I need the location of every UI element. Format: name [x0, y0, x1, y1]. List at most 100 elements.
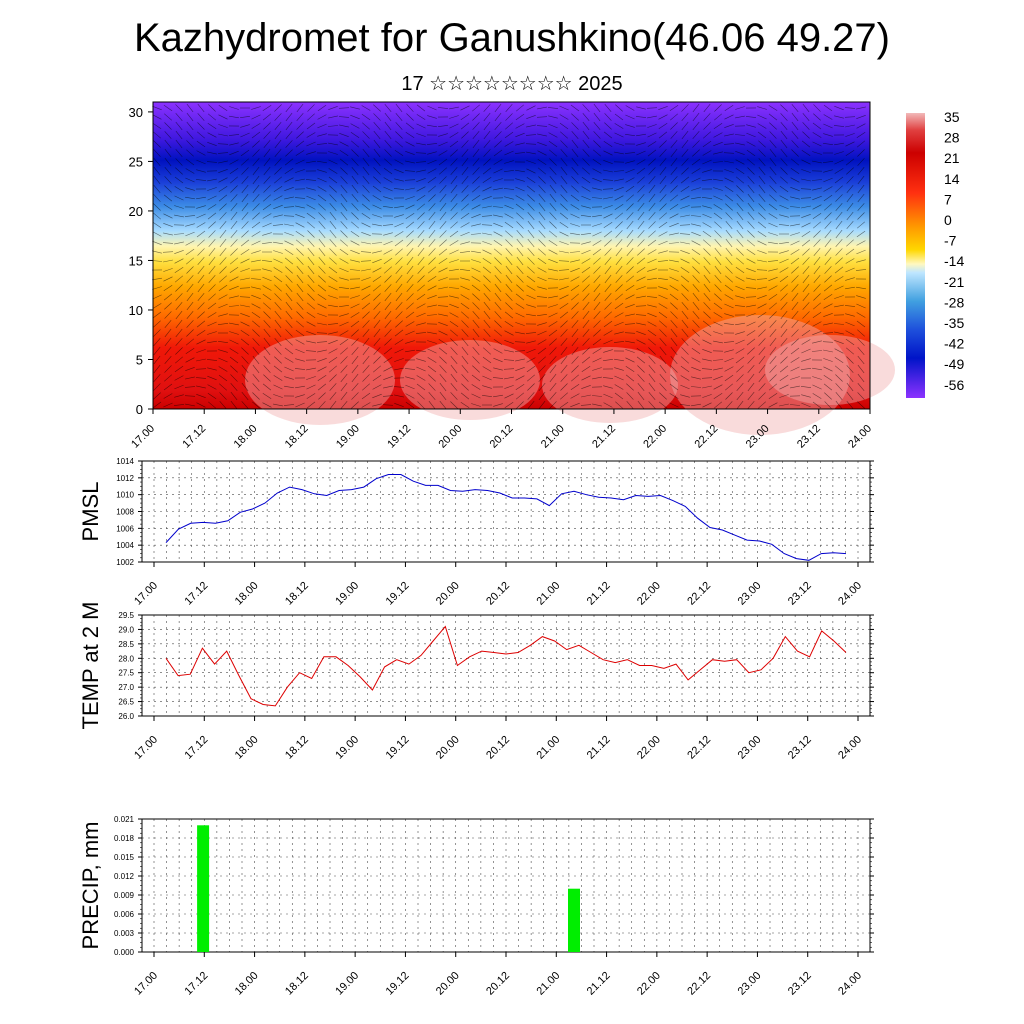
- temp-panel-grid: [142, 614, 870, 717]
- precip-bar: [197, 825, 210, 952]
- colorbar-label: -14: [944, 253, 964, 269]
- y-tick-label: 1012: [116, 474, 134, 483]
- y-tick-label: 0: [136, 402, 143, 417]
- x-tick-label: 19.00: [333, 970, 361, 998]
- x-tick-label: 21.00: [534, 970, 562, 998]
- x-tick-label: 22.00: [635, 734, 663, 762]
- x-tick-label: 19.12: [385, 423, 413, 451]
- x-tick-label: 23.12: [786, 734, 814, 762]
- y-tick-label: 29.5: [118, 611, 134, 620]
- x-tick-label: 24.00: [836, 580, 864, 608]
- precip-bar: [568, 888, 580, 952]
- x-tick-label: 22.12: [685, 970, 713, 998]
- x-tick-label: 22.12: [685, 734, 713, 762]
- x-tick-label: 23.12: [786, 970, 814, 998]
- colorbar-label: 28: [944, 130, 960, 146]
- colorbar-label: -42: [944, 336, 964, 352]
- x-tick-label: 17.12: [182, 970, 210, 998]
- x-tick-label: 18.12: [283, 580, 311, 608]
- page-subtitle: 17 ☆☆☆☆☆☆☆☆ 2025: [401, 73, 623, 95]
- warm-cell: [400, 340, 540, 420]
- pmsl-series-line: [165, 474, 847, 561]
- warm-cell: [245, 335, 395, 425]
- x-tick-label: 18.00: [232, 423, 260, 451]
- colorbar-label: 0: [944, 212, 952, 228]
- colorbar-label: 21: [944, 150, 960, 166]
- x-tick-label: 22.00: [635, 580, 663, 608]
- y-tick-label: 27.0: [118, 683, 134, 692]
- y-tick-label: 0.018: [114, 834, 135, 843]
- x-tick-label: 21.12: [590, 423, 618, 451]
- x-tick-label: 18.12: [283, 970, 311, 998]
- x-tick-label: 19.12: [384, 734, 412, 762]
- x-tick-label: 19.12: [384, 580, 412, 608]
- x-tick-label: 21.12: [585, 970, 613, 998]
- y-tick-label: 1014: [116, 457, 134, 466]
- x-tick-label: 18.00: [233, 580, 261, 608]
- colorbar-label: -56: [944, 377, 964, 393]
- colorbar-label: -49: [944, 356, 964, 372]
- y-tick-label: 28.0: [118, 654, 134, 663]
- temperature-field: [153, 102, 870, 409]
- x-tick-label: 17.12: [182, 734, 210, 762]
- y-tick-label: 1008: [116, 508, 134, 517]
- y-tick-label: 0.006: [114, 910, 135, 919]
- x-tick-label: 22.00: [635, 970, 663, 998]
- temp-series-line: [165, 625, 847, 707]
- x-tick-label: 20.00: [434, 580, 462, 608]
- y-tick-label: 1006: [116, 524, 134, 533]
- page-title: Kazhydromet for Ganushkino(46.06 49.27): [134, 16, 890, 60]
- temp-panel-ylabel: TEMP at 2 M: [78, 602, 103, 730]
- y-tick-label: 27.5: [118, 669, 134, 678]
- y-tick-label: 10: [129, 303, 143, 318]
- x-tick-label: 19.00: [334, 423, 362, 451]
- y-tick-label: 0.000: [114, 948, 135, 957]
- x-tick-label: 20.12: [484, 580, 512, 608]
- y-tick-label: 1004: [116, 541, 134, 550]
- y-tick-label: 29.0: [118, 625, 134, 634]
- y-tick-label: 30: [129, 105, 143, 120]
- colorbar-label: 7: [944, 191, 952, 207]
- y-tick-label: 28.5: [118, 640, 134, 649]
- x-tick-label: 20.00: [434, 734, 462, 762]
- warm-cell: [670, 315, 850, 435]
- x-tick-label: 20.00: [436, 423, 464, 451]
- x-tick-label: 21.00: [539, 423, 567, 451]
- y-tick-label: 1010: [116, 491, 134, 500]
- x-tick-label: 24.00: [846, 423, 874, 451]
- x-tick-label: 24.00: [836, 734, 864, 762]
- x-tick-label: 23.00: [736, 970, 764, 998]
- x-tick-label: 20.12: [488, 423, 516, 451]
- x-tick-label: 21.00: [534, 734, 562, 762]
- y-tick-label: 25: [129, 154, 143, 169]
- y-tick-label: 26.5: [118, 698, 134, 707]
- colorbar-label: 35: [944, 109, 960, 125]
- x-tick-label: 24.00: [836, 970, 864, 998]
- y-tick-label: 1002: [116, 558, 134, 567]
- x-tick-label: 17.00: [132, 970, 160, 998]
- colorbar: [906, 113, 925, 398]
- colorbar-label: -28: [944, 294, 964, 310]
- x-tick-label: 22.12: [685, 580, 713, 608]
- colorbar-label: -35: [944, 315, 964, 331]
- x-tick-label: 18.12: [283, 734, 311, 762]
- precip-panel-ylabel: PRECIP, mm: [78, 822, 103, 950]
- colorbar-label: -7: [944, 233, 957, 249]
- x-tick-label: 21.00: [534, 580, 562, 608]
- y-tick-label: 5: [136, 352, 143, 367]
- y-tick-label: 0.021: [114, 815, 135, 824]
- x-tick-label: 19.12: [384, 970, 412, 998]
- precip-panel-grid: [142, 818, 870, 953]
- x-tick-label: 23.00: [736, 734, 764, 762]
- x-tick-label: 17.12: [182, 580, 210, 608]
- x-tick-label: 19.00: [333, 734, 361, 762]
- x-tick-label: 20.12: [484, 970, 512, 998]
- x-tick-label: 21.12: [585, 580, 613, 608]
- x-tick-label: 22.00: [641, 423, 669, 451]
- y-tick-label: 26.0: [118, 712, 134, 721]
- y-tick-label: 0.012: [114, 872, 135, 881]
- x-tick-label: 21.12: [585, 734, 613, 762]
- colorbar-label: -21: [944, 274, 964, 290]
- x-tick-label: 18.12: [283, 423, 311, 451]
